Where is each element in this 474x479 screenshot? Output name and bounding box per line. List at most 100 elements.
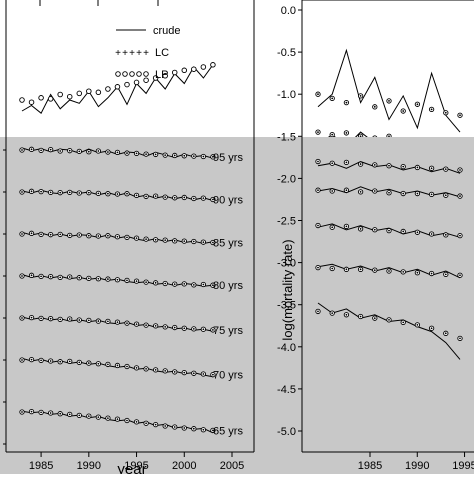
lc-point <box>135 280 138 283</box>
lc-point <box>317 310 319 313</box>
lc-point <box>116 151 119 154</box>
lc-point <box>30 316 33 319</box>
lc-point <box>21 233 23 235</box>
lc-point <box>173 239 176 242</box>
lc-point <box>164 370 167 372</box>
lc-point <box>359 163 362 165</box>
lc-point <box>40 190 42 193</box>
lc-point <box>402 270 405 273</box>
lc-point <box>345 132 348 134</box>
lc-point <box>97 150 100 152</box>
lc-point <box>145 367 147 370</box>
lc-point <box>40 317 42 320</box>
age-label: 85 yrs <box>213 238 243 250</box>
lc-point <box>192 197 195 200</box>
right-panel-main <box>315 158 463 360</box>
lc-point <box>331 162 334 165</box>
lc-point <box>331 133 334 136</box>
top-lp-point <box>95 89 102 96</box>
lc-point <box>202 328 205 331</box>
lc-point <box>68 318 71 320</box>
lc-point <box>183 371 186 374</box>
lc-point <box>30 358 33 361</box>
lc-point <box>373 228 376 231</box>
lc-point <box>202 197 205 200</box>
age-label: 70 yrs <box>213 370 243 382</box>
lc-point <box>30 232 33 235</box>
lc-point <box>212 429 214 432</box>
lc-point <box>68 413 71 416</box>
lc-point <box>116 321 119 323</box>
lc-point <box>40 233 42 236</box>
lc-point <box>126 322 128 325</box>
lc-point <box>359 315 362 318</box>
lc-point <box>97 362 100 365</box>
left-panel-top <box>5 0 255 137</box>
lc-point <box>87 277 90 280</box>
lc-point <box>416 231 419 234</box>
lc-point <box>359 190 362 193</box>
legend-lc-swatch: + <box>143 48 149 59</box>
lc-point <box>373 105 376 108</box>
top-lp-point <box>181 67 188 74</box>
lc-point <box>459 169 461 171</box>
legend-lc-swatch: + <box>115 48 121 59</box>
lc-point <box>202 428 205 431</box>
lc-point <box>430 233 433 235</box>
lc-point <box>68 360 71 363</box>
lc-point <box>154 153 157 156</box>
x-axis-label: year <box>117 461 146 474</box>
lc-point <box>173 326 176 329</box>
lc-point <box>68 276 71 278</box>
lc-point <box>164 196 167 199</box>
lc-point <box>107 278 109 280</box>
lc-point <box>164 325 167 328</box>
lc-point <box>345 189 348 192</box>
y-tick-label: 0.0 <box>281 5 296 17</box>
lc-point <box>49 275 52 278</box>
lc-point <box>87 415 90 417</box>
lc-point <box>135 420 138 423</box>
crude-line <box>317 48 461 133</box>
lc-point <box>192 328 195 330</box>
lc-point <box>164 425 167 427</box>
lc-point <box>30 148 33 151</box>
lc-point <box>402 110 405 112</box>
lc-point <box>444 273 447 276</box>
lc-point <box>49 317 52 320</box>
lc-point <box>402 192 405 195</box>
legend-lp-swatch <box>115 71 121 77</box>
y-axis-label: log(mortality rate) <box>280 239 295 340</box>
lc-point <box>40 359 42 362</box>
lc-point <box>97 277 100 280</box>
lc-point <box>402 165 405 168</box>
lc-point <box>388 229 390 232</box>
top-lp-point <box>152 75 159 81</box>
lc-point <box>59 276 62 279</box>
lc-point <box>402 230 405 233</box>
lc-point <box>444 194 447 197</box>
lc-point <box>388 164 390 167</box>
lc-point <box>183 154 186 157</box>
lc-point <box>154 368 157 371</box>
top-lp-point <box>133 79 140 86</box>
lc-point <box>359 94 362 97</box>
lc-point <box>416 324 419 326</box>
y-tick-label: -3.5 <box>277 300 296 312</box>
top-lp-point <box>57 91 63 98</box>
lc-point <box>402 321 405 324</box>
lc-point <box>212 241 214 244</box>
lc-point <box>21 317 23 319</box>
lc-point <box>145 195 147 198</box>
lc-point <box>21 411 23 413</box>
lc-point <box>126 419 128 422</box>
lc-point <box>30 410 33 413</box>
lc-point <box>331 267 334 270</box>
age-label: 80 yrs <box>213 280 243 292</box>
lc-point <box>359 135 362 138</box>
legend-lp-swatch <box>143 71 149 77</box>
lc-point <box>59 150 62 152</box>
lc-point <box>78 276 81 279</box>
lc-point <box>30 274 33 277</box>
